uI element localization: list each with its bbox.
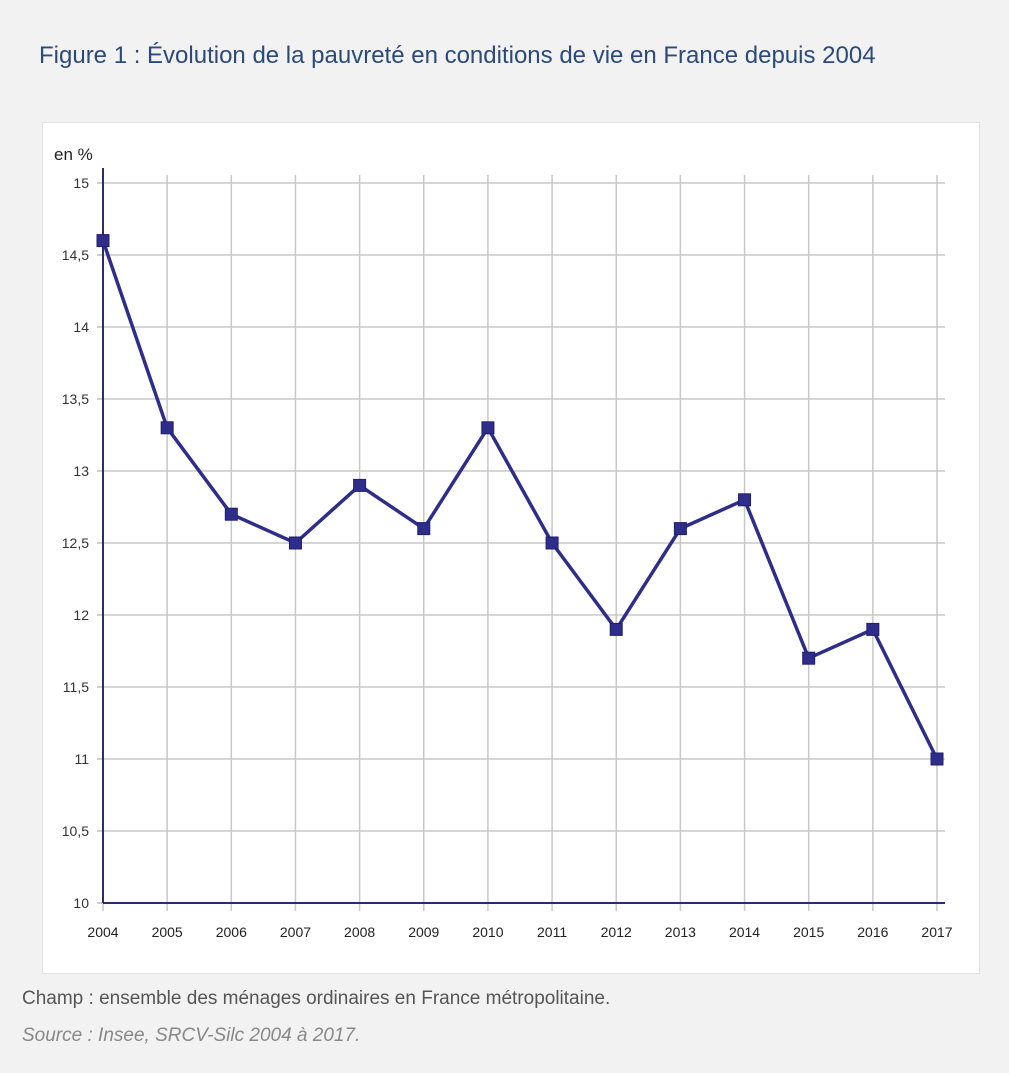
y-tick-label: 14 [73,319,89,335]
chart-source: Source : Insee, SRCV-Silc 2004 à 2017. [22,1025,361,1046]
series-line [101,240,939,760]
y-axis-label: en % [54,145,93,164]
y-tick-label: 13 [73,463,89,479]
y-tick-label: 13,5 [62,391,89,407]
data-point [417,522,431,536]
x-tick-label: 2011 [537,924,567,940]
chart-note: Champ : ensemble des ménages ordinaires … [22,988,611,1009]
data-point [288,536,302,550]
x-tick-label: 2007 [280,924,311,940]
data-point [481,421,495,435]
chart-panel [42,122,980,974]
y-tick-label: 10 [73,895,89,911]
x-tick-label: 2008 [344,924,375,940]
data-point [545,536,559,550]
y-tick-label: 15 [73,175,89,191]
data-point [930,752,944,766]
x-tick-label: 2015 [793,924,824,940]
y-tick-label: 10,5 [62,823,89,839]
x-tick-label: 2009 [408,924,439,940]
data-point [673,522,687,536]
data-point [96,234,110,248]
x-tick-label: 2014 [729,924,760,940]
y-tick-label: 12 [73,607,89,623]
x-tick-label: 2004 [87,924,118,940]
y-tick-label: 11,5 [63,679,89,695]
data-point [738,493,752,507]
data-point [802,651,816,665]
x-tick-label: 2006 [216,924,247,940]
x-tick-label: 2005 [152,924,183,940]
x-tick-label: 2016 [857,924,888,940]
data-point [353,478,367,492]
data-point [866,622,880,636]
x-tick-label: 2013 [665,924,696,940]
y-tick-label: 12,5 [62,535,89,551]
chart-title: Figure 1 : Évolution de la pauvreté en c… [39,42,876,69]
y-tick-label: 11 [74,751,89,767]
x-tick-label: 2010 [472,924,503,940]
data-point [160,421,174,435]
x-tick-label: 2012 [601,924,632,940]
y-tick-label: 14,5 [62,247,89,263]
data-point [609,622,623,636]
data-point [224,507,238,521]
x-tick-label: 2017 [921,924,952,940]
